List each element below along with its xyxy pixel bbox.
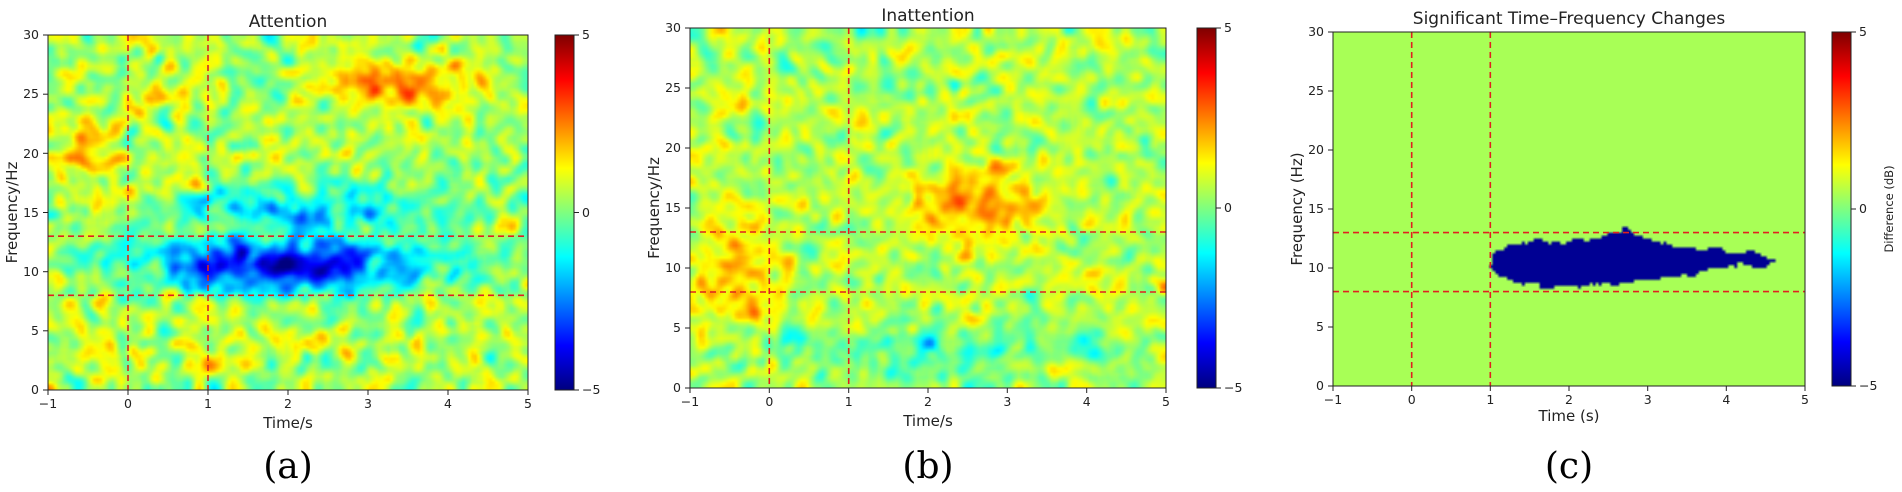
panel-c-colorbar-bar (1831, 31, 1852, 387)
panel-b-ytick: 0 (673, 380, 681, 395)
panel-a-xtick: 1 (204, 396, 212, 411)
panel-b-xtick: 1 (845, 394, 853, 409)
panel-c-ytick: 15 (1308, 201, 1324, 216)
panel-a-ytick: 15 (23, 205, 39, 220)
panel-c-caption: (c) (1545, 446, 1593, 487)
panel-c-colorbar-label: Difference (dB) (1882, 165, 1896, 252)
panel-b-xtick: −1 (681, 394, 699, 409)
panel-b-xtick: 2 (924, 394, 932, 409)
panel-b-ytick: 5 (673, 320, 681, 335)
panel-c-heatmap (1333, 32, 1805, 386)
panel-a-xlabel: Time/s (262, 414, 313, 432)
panel-c-reference-lines (1333, 32, 1805, 386)
panel-b: Inattention −1 0 1 2 3 4 5 0 5 10 15 20 … (645, 6, 1242, 487)
panel-b-xtick: 4 (1083, 394, 1091, 409)
panel-b-xtick: 5 (1162, 394, 1170, 409)
panel-c-ylabel: Frequency (Hz) (1288, 152, 1306, 265)
panel-a-reference-lines (48, 35, 528, 390)
panel-b-y-ticks: 0 5 10 15 20 25 30 (665, 20, 690, 395)
panel-b-ytick: 10 (665, 260, 681, 275)
panel-b-ylabel: Frequency/Hz (645, 157, 663, 259)
panel-a-colorbar-tick: 5 (582, 27, 590, 42)
panel-b-x-ticks: −1 0 1 2 3 4 5 (681, 388, 1170, 409)
panel-b-colorbar-tick: 5 (1224, 20, 1232, 35)
panel-a-colorbar-tick: 0 (582, 205, 590, 220)
panel-a-ylabel: Frequency/Hz (3, 162, 21, 264)
panel-a-ytick: 20 (23, 146, 39, 161)
panel-a-x-ticks: −1 0 1 2 3 4 5 (39, 390, 532, 411)
panel-c-xlabel: Time (s) (1538, 407, 1600, 425)
panel-b-ytick: 25 (665, 80, 681, 95)
panel-b-ytick: 15 (665, 200, 681, 215)
panel-b-colorbar-bar (1196, 27, 1217, 389)
panel-b-xtick: 0 (765, 394, 773, 409)
panel-c-xtick: 1 (1486, 392, 1494, 407)
panel-b-colorbar: 5 0 −5 (1196, 20, 1242, 395)
panel-a-colorbar-bar (554, 34, 575, 391)
panel-c-ytick: 20 (1308, 142, 1324, 157)
panel-a-ytick: 10 (23, 264, 39, 279)
panel-c-ytick: 30 (1308, 24, 1324, 39)
panel-a-xtick: 5 (524, 396, 532, 411)
panel-b-xlabel: Time/s (902, 412, 953, 430)
panel-a-xtick: 0 (124, 396, 132, 411)
panel-c-colorbar-tick: 5 (1859, 24, 1867, 39)
panel-a-heatmap (48, 35, 528, 390)
panel-a-ytick: 0 (31, 382, 39, 397)
panel-c-ytick: 0 (1316, 378, 1324, 393)
panel-c-colorbar: 5 0 −5 Difference (dB) (1831, 24, 1896, 393)
panel-c-xtick: −1 (1324, 392, 1342, 407)
panel-c-xtick: 2 (1565, 392, 1573, 407)
panel-a-y-ticks: 0 5 10 15 20 25 30 (23, 27, 48, 397)
panel-a-xtick: 3 (364, 396, 372, 411)
panel-c: Significant Time–Frequency Changes −1 0 … (1288, 9, 1896, 487)
panel-c-ytick: 10 (1308, 260, 1324, 275)
panel-a-caption: (a) (263, 446, 313, 487)
panel-c-xtick: 3 (1644, 392, 1652, 407)
panel-b-ytick: 20 (665, 140, 681, 155)
panel-b-xtick: 3 (1003, 394, 1011, 409)
panel-b-reference-lines (690, 28, 1166, 388)
panel-c-colorbar-tick: −5 (1859, 378, 1877, 393)
panel-a-xtick: 2 (284, 396, 292, 411)
panel-c-xtick: 0 (1408, 392, 1416, 407)
panel-b-colorbar-tick: −5 (1224, 380, 1242, 395)
panel-b-caption: (b) (902, 446, 953, 487)
panel-a-ytick: 25 (23, 86, 39, 101)
panel-b-title: Inattention (881, 6, 974, 26)
panel-c-xtick: 4 (1722, 392, 1730, 407)
panel-c-colorbar-tick: 0 (1859, 201, 1867, 216)
panel-c-x-ticks: −1 0 1 2 3 4 5 (1324, 386, 1809, 407)
panel-a-title: Attention (249, 12, 327, 32)
panel-c-y-ticks: 0 5 10 15 20 25 30 (1308, 24, 1333, 393)
panel-c-ytick: 25 (1308, 83, 1324, 98)
panel-b-colorbar-tick: 0 (1224, 200, 1232, 215)
panel-a-ytick: 5 (31, 323, 39, 338)
panel-b-heatmap (690, 28, 1166, 388)
panel-a-colorbar-tick: −5 (582, 382, 600, 397)
panel-a-ytick: 30 (23, 27, 39, 42)
panel-a-xtick: 4 (444, 396, 452, 411)
panel-c-ytick: 5 (1316, 319, 1324, 334)
panel-a-xtick: −1 (39, 396, 57, 411)
panel-a-colorbar: 5 0 −5 (554, 27, 600, 397)
panel-a: Attention −1 0 1 2 3 4 5 0 5 10 15 20 25… (3, 12, 600, 487)
panel-c-xtick: 5 (1801, 392, 1809, 407)
panel-c-title: Significant Time–Frequency Changes (1413, 9, 1726, 29)
panel-b-ytick: 30 (665, 20, 681, 35)
